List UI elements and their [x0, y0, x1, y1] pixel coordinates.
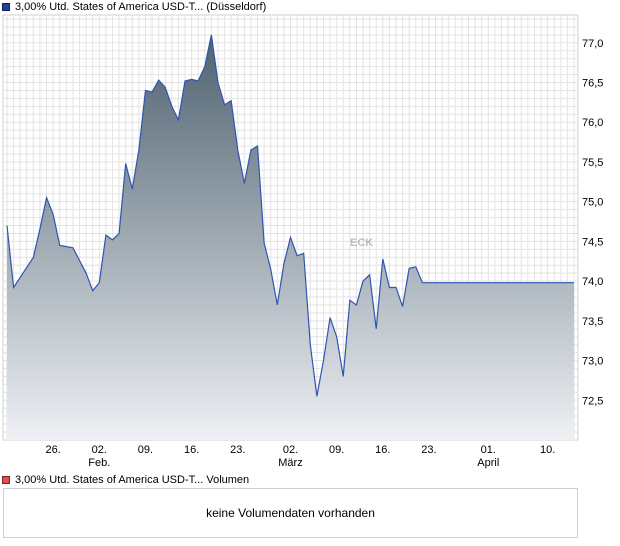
x-tick-label: 02. — [283, 444, 298, 456]
x-tick-label: 16. — [184, 444, 199, 456]
x-month-label: April — [477, 457, 499, 469]
y-tick-label: 73,0 — [582, 356, 603, 368]
y-tick-label: 75,0 — [582, 197, 603, 209]
y-tick-label: 73,5 — [582, 316, 603, 328]
volume-legend-swatch — [2, 476, 10, 484]
x-tick-label: 23. — [421, 444, 436, 456]
x-tick-label: 01. — [481, 444, 496, 456]
y-tick-label: 74,5 — [582, 236, 603, 248]
x-tick-label: 16. — [375, 444, 390, 456]
x-month-label: Feb. — [88, 457, 110, 469]
x-tick-label: 09. — [138, 444, 153, 456]
x-tick-label: 02. — [92, 444, 107, 456]
price-line — [6, 34, 574, 397]
y-tick-label: 75,5 — [582, 157, 603, 169]
price-legend-label: 3,00% Utd. States of America USD-T... (D… — [15, 1, 267, 13]
x-tick-label: 09. — [329, 444, 344, 456]
y-tick-label: 72,5 — [582, 395, 603, 407]
x-month-label: März — [278, 457, 302, 469]
x-tick-label: 10. — [540, 444, 555, 456]
x-tick-label: 23. — [230, 444, 245, 456]
y-tick-label: 77,0 — [582, 38, 603, 50]
x-tick-label: 26. — [46, 444, 61, 456]
price-legend-swatch — [2, 3, 10, 11]
price-chart: ECK 72,5 73,0 73,5 74,0 74,5 75,0 75,5 76,0 76,5… — [2, 14, 603, 469]
y-tick-label: 76,5 — [582, 78, 603, 90]
volume-empty-message: keine Volumendaten vorhanden — [206, 506, 375, 520]
y-tick-label: 74,0 — [582, 276, 603, 288]
volume-legend: 3,00% Utd. States of America USD-T... Vo… — [2, 473, 249, 487]
price-legend: 3,00% Utd. States of America USD-T... (D… — [2, 0, 266, 14]
y-tick-label: 76,0 — [582, 117, 603, 129]
watermark-text: ECK — [350, 237, 373, 249]
volume-legend-label: 3,00% Utd. States of America USD-T... Vo… — [15, 474, 250, 486]
volume-panel: keine Volumendaten vorhanden — [3, 488, 578, 538]
